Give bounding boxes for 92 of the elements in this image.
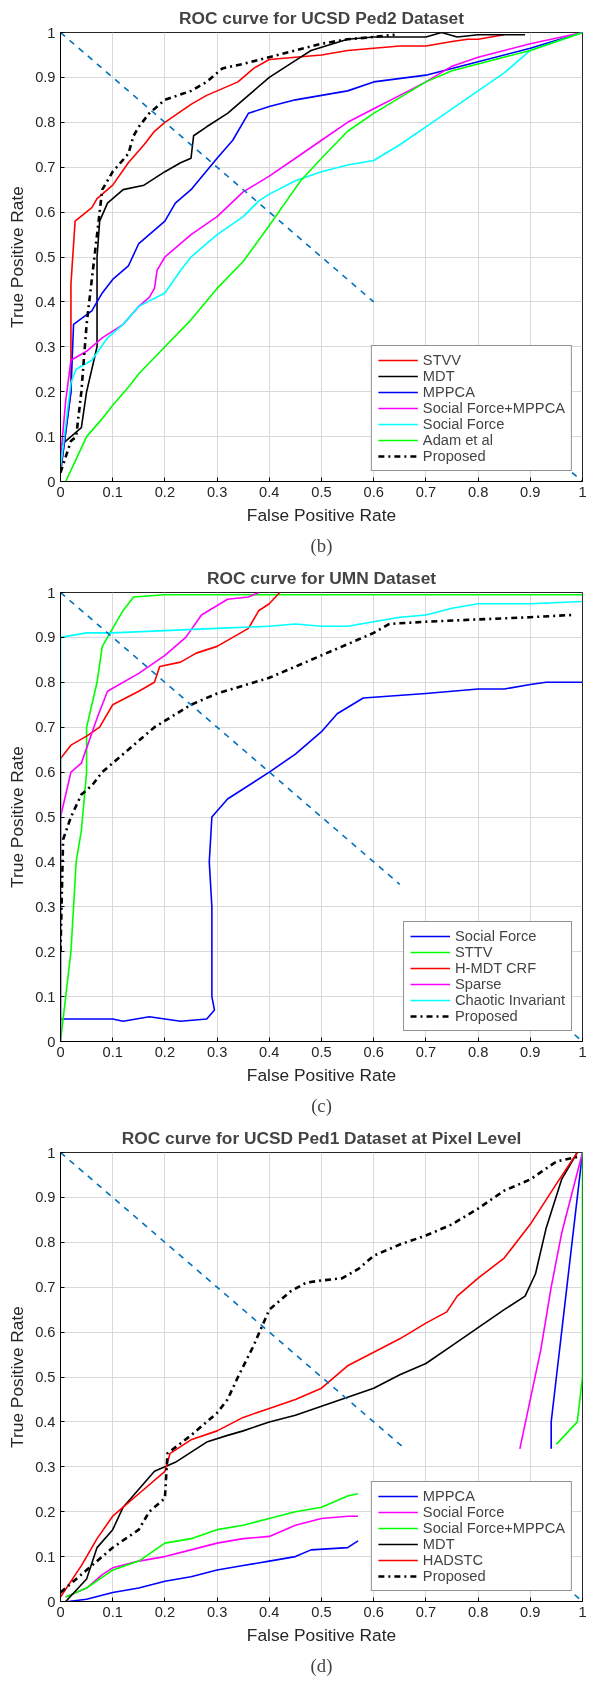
y-tick-label: 0.2 (35, 1503, 56, 1520)
y-tick-label: 0.1 (35, 1548, 56, 1565)
y-tick-label: 1 (47, 1144, 56, 1161)
x-tick-label: 0.9 (520, 483, 541, 500)
x-axis-title: False Positive Rate (246, 1624, 397, 1645)
y-tick-label: 0.6 (35, 1324, 56, 1341)
x-tick-label: 0.2 (154, 483, 176, 500)
x-tick-label: 0.1 (102, 483, 123, 500)
x-axis-title: False Positive Rate (246, 504, 397, 525)
x-tick-label: 0.2 (154, 1603, 176, 1620)
y-tick-label: 0.8 (35, 1234, 56, 1251)
y-tick-label: 0.2 (35, 943, 56, 960)
legend-label: MDT (422, 1536, 455, 1552)
y-tick-label: 0.6 (35, 204, 56, 221)
x-tick-label: 1 (578, 483, 587, 500)
x-tick-label: 0.9 (520, 1043, 541, 1060)
legend-label: Proposed (455, 1008, 518, 1024)
legend-label: Chaotic Invariant (455, 992, 565, 1008)
y-tick-label: 0.6 (35, 764, 56, 781)
text: (c) (311, 1094, 332, 1117)
legend-label: Adam et al (422, 432, 493, 448)
y-tick-label: 0.7 (35, 159, 56, 176)
x-tick-label: 0.7 (415, 483, 437, 500)
y-tick-label: 0.3 (35, 338, 56, 355)
x-tick-label: 0.6 (363, 1603, 384, 1620)
y-axis-title: True Positive Rate (7, 746, 28, 888)
chart-title: ROC curve for UMN Dataset (206, 567, 437, 588)
x-tick-label: 1 (578, 1043, 587, 1060)
y-tick-label: 0.7 (35, 719, 56, 736)
x-tick-label: 0.3 (206, 483, 228, 500)
y-tick-label: 0.8 (35, 114, 56, 131)
x-tick-label: 0.8 (467, 1603, 489, 1620)
legend-label: Proposed (422, 448, 486, 464)
y-tick-label: 0.8 (35, 674, 56, 691)
legend-label: STVV (422, 352, 462, 368)
legend-label: Proposed (422, 1568, 486, 1584)
x-tick-label: 0.5 (311, 1043, 332, 1060)
x-tick-label: 0.1 (102, 1043, 123, 1060)
text: (d) (310, 1654, 333, 1677)
y-axis-title: True Positive Rate (7, 186, 28, 328)
text: (b) (310, 534, 333, 557)
legend-label: Social Force (455, 928, 537, 944)
y-tick-label: 0.2 (35, 383, 56, 400)
x-tick-label: 0.4 (259, 1603, 280, 1620)
y-tick-label: 0.5 (35, 1369, 56, 1385)
y-tick-label: 0.3 (35, 898, 56, 915)
legend-label: MPPCA (422, 1488, 475, 1504)
y-tick-label: 0.9 (35, 1189, 56, 1206)
x-tick-label: 0.8 (467, 1043, 489, 1060)
y-tick-label: 0.9 (35, 629, 56, 646)
y-tick-label: 0.4 (35, 1413, 56, 1430)
y-tick-label: 0.1 (35, 428, 56, 445)
legend-label: Social Force+MPPCA (422, 1520, 565, 1536)
x-tick-label: 0.9 (520, 1603, 541, 1620)
x-tick-label: 0.8 (467, 483, 489, 500)
x-tick-label: 0.1 (102, 1603, 123, 1620)
x-tick-label: 0.3 (206, 1603, 228, 1620)
legend-label: Social Force+MPPCA (422, 400, 565, 416)
legend-label: MPPCA (422, 384, 475, 400)
y-tick-label: 1 (47, 24, 56, 41)
legend-label: Social Force (422, 416, 505, 432)
legend-label: MDT (422, 368, 455, 384)
chart-title: ROC curve for UCSD Ped1 Dataset at Pixel Level (121, 1127, 522, 1148)
x-tick-label: 0.5 (311, 1603, 332, 1620)
line-series (60, 681, 583, 1023)
x-tick-label: 0.3 (206, 1043, 228, 1060)
x-tick-label: 0.2 (154, 1043, 176, 1060)
y-tick-label: 0.4 (35, 853, 56, 870)
legend-label: Sparse (455, 976, 502, 992)
y-tick-label: 1 (47, 584, 56, 601)
chart-title: ROC curve for UCSD Ped2 Dataset (178, 7, 465, 28)
x-tick-label: 0.7 (415, 1603, 437, 1620)
legend-label: H-MDT CRF (455, 960, 537, 976)
y-tick-label: 0.5 (35, 809, 56, 825)
y-axis-title: True Positive Rate (7, 1306, 28, 1448)
x-tick-label: 0.4 (259, 1043, 280, 1060)
legend-label: STTV (455, 944, 493, 960)
y-tick-label: 0.5 (35, 249, 56, 265)
x-tick-label: 1 (578, 1603, 587, 1620)
legend-label: Social Force (422, 1504, 505, 1520)
y-tick-label: 0.3 (35, 1458, 56, 1475)
x-tick-label: 0.7 (415, 1043, 437, 1060)
y-tick-label: 0.4 (35, 293, 56, 310)
x-tick-label: 0.6 (363, 483, 384, 500)
y-tick-label: 0.1 (35, 988, 56, 1005)
x-tick-label: 0.4 (259, 483, 280, 500)
y-tick-label: 0.9 (35, 69, 56, 86)
y-tick-label: 0.7 (35, 1279, 56, 1296)
legend-label: HADSTC (422, 1552, 484, 1568)
x-tick-label: 0.5 (311, 483, 332, 500)
x-axis-title: False Positive Rate (246, 1064, 397, 1085)
x-tick-label: 0.6 (363, 1043, 384, 1060)
